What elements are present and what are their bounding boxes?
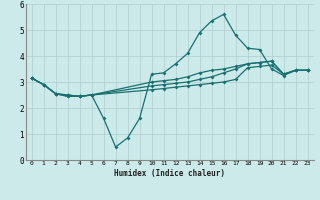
- X-axis label: Humidex (Indice chaleur): Humidex (Indice chaleur): [114, 169, 225, 178]
